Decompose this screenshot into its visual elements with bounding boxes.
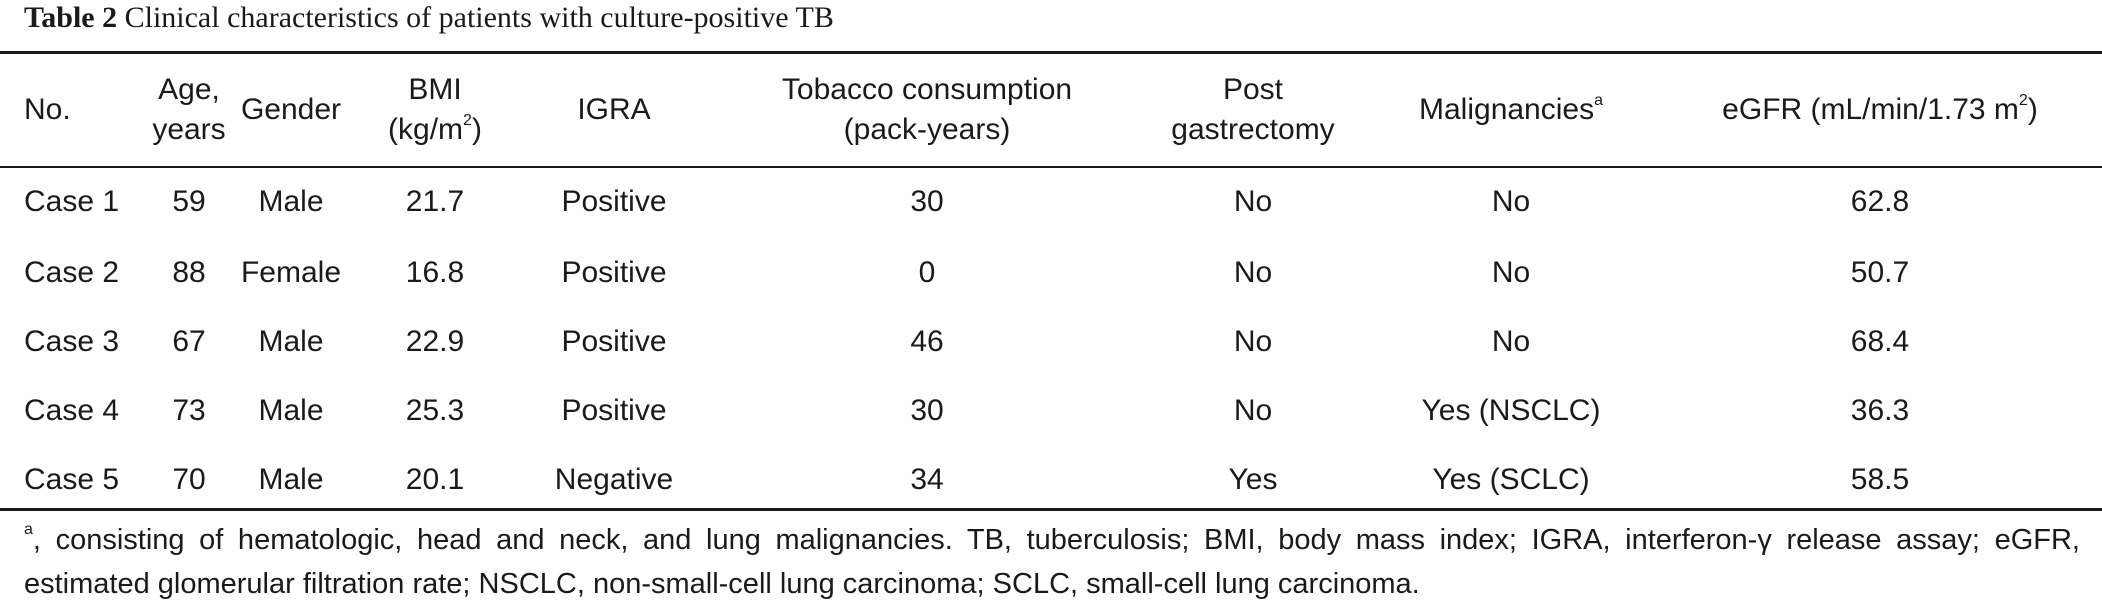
header-igra: IGRA <box>577 93 651 126</box>
cell-no: Case 1 <box>24 185 120 218</box>
header-bmi-unit-close: ) <box>471 113 482 146</box>
bottom-rule <box>0 508 2102 511</box>
header-age-line2: years <box>152 113 226 146</box>
cell-igra: Negative <box>554 462 674 496</box>
cell-tobacco: 30 <box>910 393 944 427</box>
header-post-line2: gastrectomy <box>1171 113 1335 146</box>
cell-tobacco: 0 <box>918 255 936 289</box>
cell-gender: Male <box>258 393 324 427</box>
cell-post-gastrectomy: Yes <box>1228 462 1278 496</box>
header-post-line1: Post <box>1222 73 1284 106</box>
cell-igra: Positive <box>561 393 667 427</box>
cell-tobacco: 34 <box>910 462 944 496</box>
header-age: Age, years <box>150 54 228 166</box>
cell-igra: Positive <box>561 185 667 218</box>
top-rule <box>0 51 2102 54</box>
header-row: No. Age, years Gender BMI (kg/m2) IGRA T… <box>0 54 2102 166</box>
header-post-gastrectomy: Post gastrectomy <box>1142 54 1364 166</box>
table-title: Clinical characteristics of patients wit… <box>124 1 834 34</box>
cell-no: Case 2 <box>24 255 120 289</box>
table-row: Case 3 67 Male 22.9 Positive 46 No No 68.4 <box>0 307 2102 376</box>
cell-no: Case 5 <box>24 462 120 496</box>
table-row: Case 4 73 Male 25.3 Positive 30 No Yes (NSCLC) 3… <box>0 376 2102 445</box>
clinical-characteristics-table: No. Age, years Gender BMI (kg/m2) IGRA T… <box>0 54 2102 514</box>
header-bmi-unit: (kg/m <box>388 113 464 146</box>
cell-igra: Positive <box>561 255 667 289</box>
header-bmi-unit-sup: 2 <box>463 112 472 129</box>
header-tobacco: Tobacco consumption (pack-years) <box>712 54 1142 166</box>
header-tobacco-line1: Tobacco consumption <box>781 73 1073 106</box>
cell-no: Case 3 <box>24 324 120 358</box>
cell-post-gastrectomy: No <box>1233 185 1273 218</box>
header-age-line1: Age, <box>158 73 220 106</box>
cell-egfr: 68.4 <box>1850 324 1910 358</box>
cell-egfr: 62.8 <box>1850 185 1910 218</box>
cell-gender: Male <box>258 185 324 218</box>
header-egfr-text: eGFR (mL/min/1.73 m <box>1722 93 2019 126</box>
footnote-text: , consisting of hematologic, head and ne… <box>24 524 2080 600</box>
cell-bmi: 20.1 <box>405 462 465 496</box>
cell-age: 59 <box>172 185 206 218</box>
cell-malignancies: Yes (NSCLC) <box>1421 393 1601 427</box>
header-bmi: BMI (kg/m2) <box>354 54 516 166</box>
header-malignancies-sup: a <box>1594 92 1603 109</box>
cell-post-gastrectomy: No <box>1233 255 1273 289</box>
table-caption: Table 2 Clinical characteristics of pati… <box>24 0 834 36</box>
table-body: Case 1 59 Male 21.7 Positive 30 No No 62.8 Case 2… <box>0 166 2102 514</box>
table-row: Case 1 59 Male 21.7 Positive 30 No No 62.8 <box>0 166 2102 238</box>
cell-age: 88 <box>172 255 206 289</box>
cell-bmi: 22.9 <box>405 324 465 358</box>
header-rule <box>0 166 2102 168</box>
header-egfr-close: ) <box>2027 93 2038 126</box>
cell-gender: Male <box>258 462 324 496</box>
cell-egfr: 36.3 <box>1850 393 1910 427</box>
cell-bmi: 16.8 <box>405 255 465 289</box>
cell-tobacco: 46 <box>910 324 944 358</box>
cell-age: 70 <box>172 462 206 496</box>
cell-malignancies: No <box>1491 185 1531 218</box>
header-tobacco-line2: (pack-years) <box>843 113 1011 146</box>
cell-post-gastrectomy: No <box>1233 393 1273 427</box>
cell-gender: Male <box>258 324 324 358</box>
cell-bmi: 25.3 <box>405 393 465 427</box>
header-malignancies-text: Malignancies <box>1419 93 1595 126</box>
cell-egfr: 50.7 <box>1850 255 1910 289</box>
cell-age: 67 <box>172 324 206 358</box>
table-label: Table 2 <box>24 1 118 34</box>
table-footnote: a, consisting of hematologic, head and n… <box>24 518 2080 606</box>
header-gender: Gender <box>240 93 342 126</box>
cell-malignancies: Yes (SCLC) <box>1432 462 1590 496</box>
header-egfr: eGFR (mL/min/1.73 m2) <box>1658 54 2102 166</box>
header-bmi-line1: BMI <box>408 73 462 106</box>
cell-igra: Positive <box>561 324 667 358</box>
cell-age: 73 <box>172 393 206 427</box>
cell-malignancies: No <box>1491 324 1531 358</box>
footnote-marker: a <box>24 521 33 539</box>
cell-post-gastrectomy: No <box>1233 324 1273 358</box>
header-egfr-sup: 2 <box>2018 92 2028 109</box>
table-row: Case 5 70 Male 20.1 Negative 34 Yes Yes (SCLC) 5… <box>0 445 2102 514</box>
cell-tobacco: 30 <box>910 185 944 218</box>
cell-bmi: 21.7 <box>405 185 465 218</box>
header-malignancies: Malignanciesa <box>1364 54 1658 166</box>
cell-no: Case 4 <box>24 393 120 427</box>
cell-malignancies: No <box>1491 255 1531 289</box>
header-no: No. <box>24 93 71 126</box>
cell-egfr: 58.5 <box>1850 462 1910 496</box>
table-row: Case 2 88 Female 16.8 Positive 0 No No 50.7 <box>0 238 2102 307</box>
cell-gender: Female <box>240 255 342 289</box>
